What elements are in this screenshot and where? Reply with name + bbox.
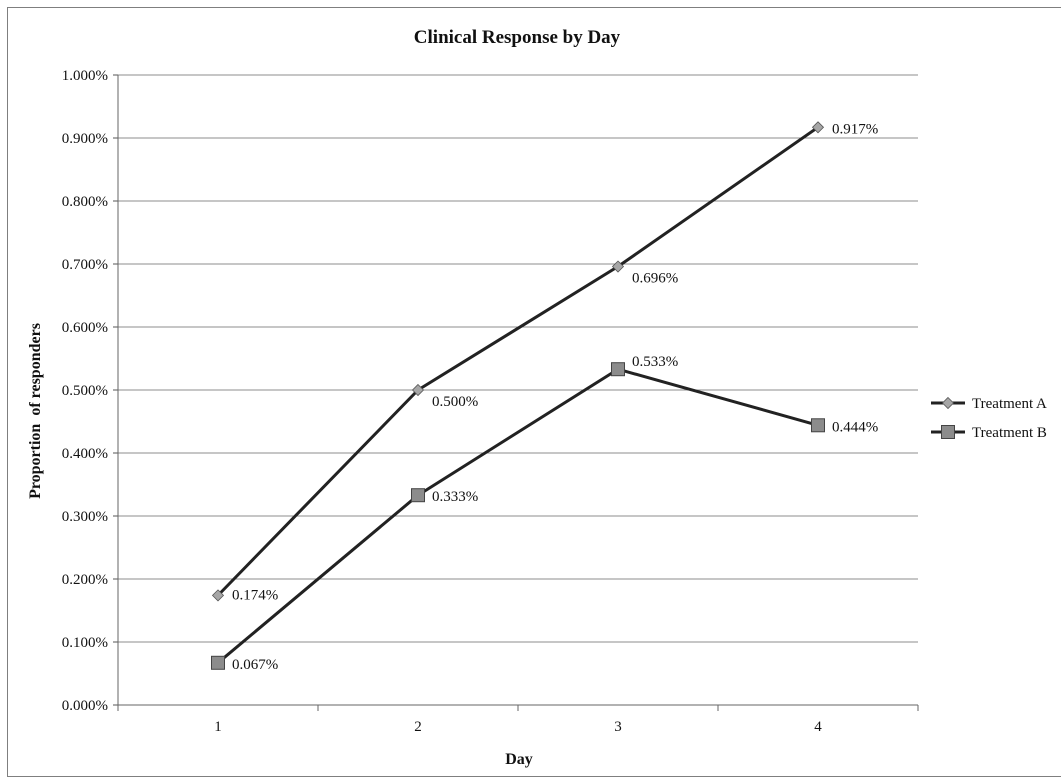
data-label-treatment-b: 0.444% [832,419,878,435]
y-tick-label: 0.200% [62,572,108,588]
data-point-treatment-b [811,418,825,433]
data-point-treatment-b [211,655,225,670]
y-tick-label: 1.000% [62,68,108,84]
data-label-treatment-a: 0.174% [232,587,278,603]
y-tick-label: 0.900% [62,131,108,147]
data-label-treatment-a: 0.696% [632,271,678,287]
legend-marker-treatment-a [941,396,955,410]
x-tick-label: 4 [814,719,822,735]
data-point-treatment-b [411,488,425,503]
data-point-treatment-a [411,383,425,397]
x-tick-label: 2 [414,719,422,735]
y-tick-label: 0.100% [62,635,108,651]
legend-label-treatment-b: Treatment B [972,425,1047,441]
x-tick-label: 1 [214,719,222,735]
series-line-treatment-a [216,126,819,597]
y-tick-label: 0.500% [62,383,108,399]
y-axis-title: Proportion of responders [27,323,44,499]
legend-marker-treatment-b [941,425,955,439]
data-point-treatment-b [611,362,625,377]
chart-frame [7,7,1061,777]
data-point-treatment-a [611,260,625,273]
y-tick-label: 0.600% [62,320,108,336]
data-label-treatment-a: 0.917% [832,121,878,137]
y-tick-label: 0.700% [62,257,108,273]
y-tick-label: 0.300% [62,509,108,525]
x-tick-label: 3 [614,719,622,735]
series-line-treatment-b [217,367,819,664]
y-tick-label: 0.000% [62,698,108,714]
legend-label-treatment-a: Treatment A [972,396,1047,412]
y-tick-label: 0.400% [62,446,108,462]
y-tick-label: 0.800% [62,194,108,210]
data-label-treatment-b: 0.533% [632,354,678,370]
data-label-treatment-a: 0.500% [432,394,478,410]
chart-title: Clinical Response by Day [414,27,621,48]
data-label-treatment-b: 0.067% [232,657,278,673]
data-point-treatment-a [211,589,225,602]
x-axis-title: Day [505,751,533,768]
data-label-treatment-b: 0.333% [432,489,478,505]
data-point-treatment-a [811,121,825,134]
